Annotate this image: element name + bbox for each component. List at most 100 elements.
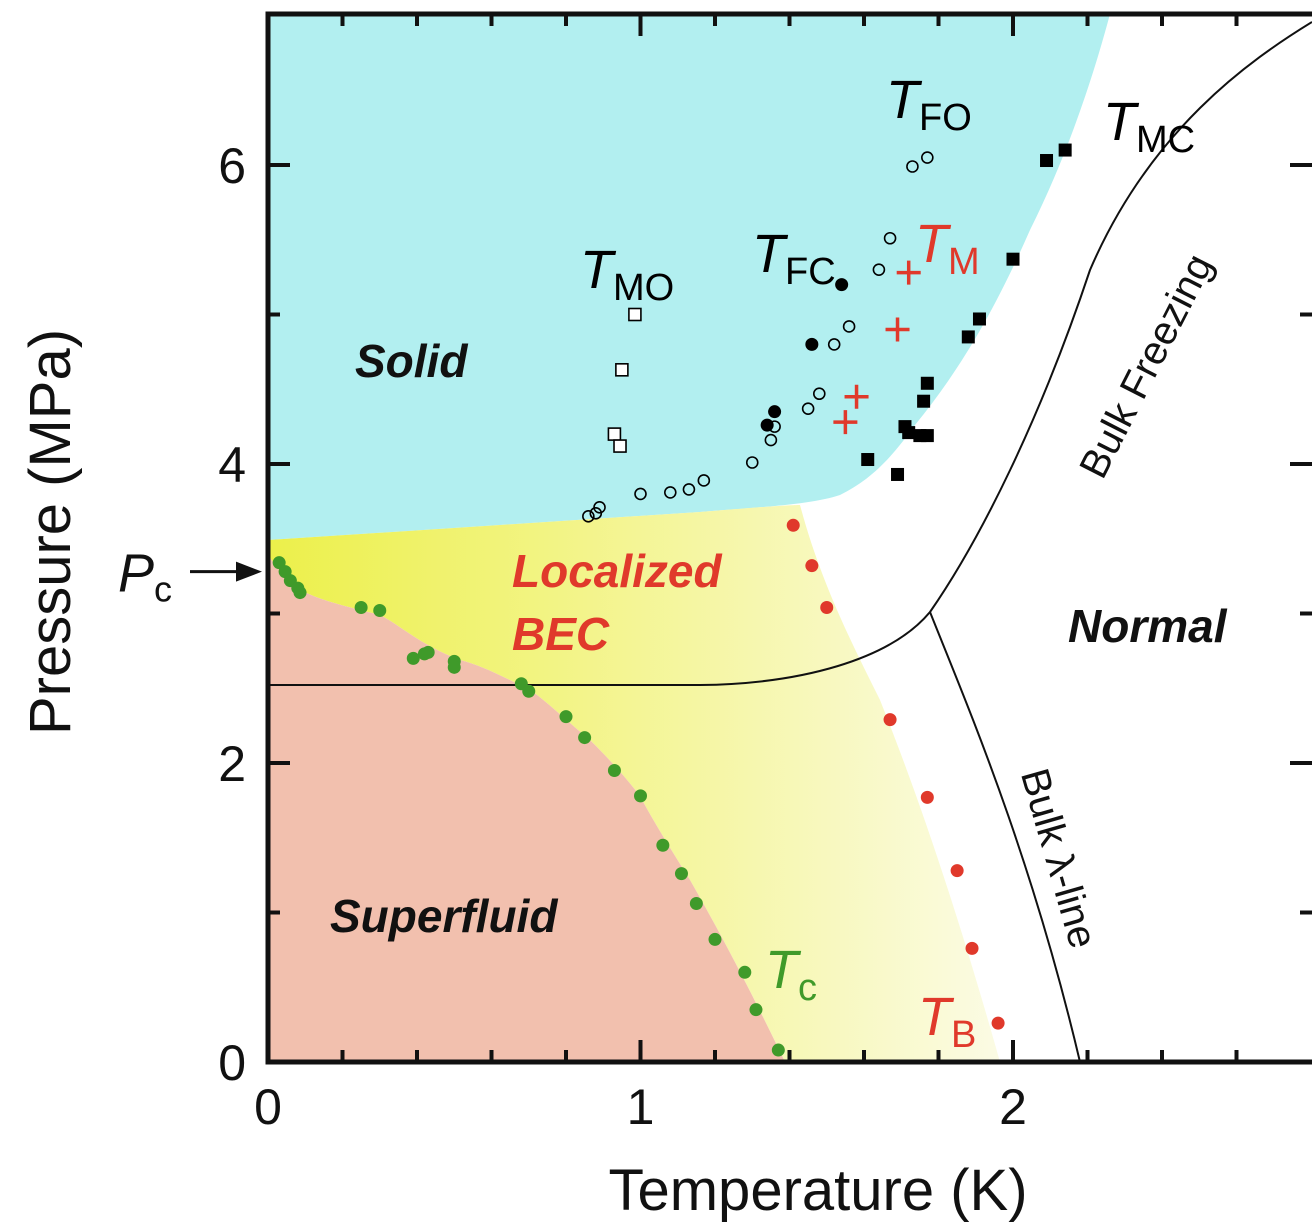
point [891,467,905,481]
point [906,160,919,173]
point [682,483,696,496]
point [760,418,774,432]
point [883,713,897,727]
point [764,433,778,447]
point [447,660,461,674]
point [921,151,934,164]
y-tick-label: 2 [218,736,246,792]
regions [268,14,1110,1062]
point [354,601,368,615]
series-label-symbol: T [918,987,955,1047]
point [406,651,420,665]
plot-frame [265,11,1312,1065]
point [674,867,688,881]
pc-label: Pc [118,544,172,610]
series-label-symbol: T [1103,92,1140,152]
series [833,260,921,435]
bulk-freezing-line [268,21,1312,686]
point [768,405,782,419]
point [1006,252,1020,266]
point [559,710,573,724]
y-tick-label: 0 [218,1035,246,1091]
region-label: Normal [1068,600,1228,652]
series-label-subscript: MO [613,267,674,309]
point [607,427,622,441]
point [844,384,869,409]
series-label-subscript: FC [785,251,836,293]
point [965,941,979,955]
point [920,790,934,804]
point [522,684,536,698]
series-label-symbol: T [886,70,923,130]
point [805,559,819,573]
point [861,453,875,467]
point [589,507,603,520]
point [293,586,307,600]
point [827,338,841,351]
x-tick-label: 2 [999,1079,1027,1135]
bec-region [268,505,1000,1062]
point [991,1016,1005,1030]
point [920,429,934,443]
series [861,143,1072,481]
point [582,510,595,523]
region-label: Superfluid [330,890,558,942]
point [805,337,819,351]
series-label-subscript: c [798,967,817,1009]
point [634,789,647,803]
series-label-subscript: FO [919,97,972,139]
series [272,556,785,1057]
point [578,731,592,745]
point [786,518,800,532]
point [872,263,886,276]
point [820,601,834,615]
point [628,307,642,322]
point [745,456,759,469]
point [768,420,781,433]
series-label: TFC [752,224,836,293]
point [689,897,703,911]
line-label: Bulk λ-line [1012,764,1105,953]
solid-region [268,14,1110,540]
region-label: BEC [512,608,610,660]
pc-arrowhead [236,561,262,582]
series-label-subscript: M [948,241,980,283]
point [961,330,975,344]
point [749,1003,763,1017]
point [835,278,849,292]
point [663,486,677,499]
point [1058,143,1072,157]
point [607,763,621,777]
series [786,518,1005,1030]
point [885,317,910,342]
superfluid-region [268,555,785,1062]
point [615,363,629,377]
series [607,307,642,453]
series-label-symbol: T [580,240,617,300]
bulk-lambda-line [929,611,1081,1063]
point [738,965,752,979]
point [917,394,931,408]
axes: 0 2 4 6 0 1 2 Pc [118,14,1312,1135]
point [421,645,435,659]
x-axis-title: Temperature (K) [608,1158,1027,1223]
series-label: TMC [1103,92,1195,161]
pc-subscript: c [154,569,172,610]
series-label-subscript: MC [1136,119,1195,161]
point [634,487,647,501]
y-tick-label: 6 [218,138,246,194]
y-tick-label: 4 [218,437,246,493]
series-label-symbol: T [752,224,789,284]
point [833,410,858,435]
x-tick-label: 1 [627,1079,655,1135]
series-label: TMO [580,240,674,309]
region-label: Solid [355,335,468,387]
point [883,231,897,245]
point [842,320,856,333]
point [801,402,815,415]
point [972,312,986,326]
point [1040,154,1054,168]
series-label: TB [918,987,976,1056]
point [812,387,826,401]
